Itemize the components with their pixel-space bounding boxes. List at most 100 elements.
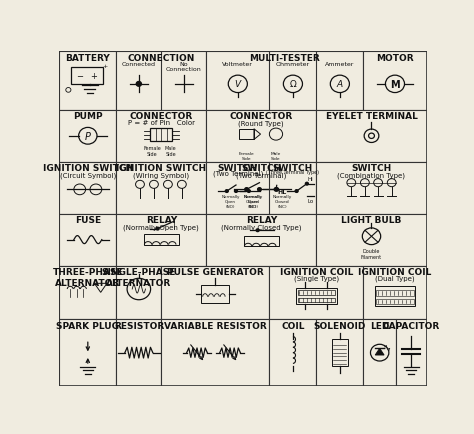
Text: +: + (102, 64, 107, 69)
Text: RELAY: RELAY (246, 216, 277, 225)
Bar (376, 299, 414, 304)
Bar (161, 319, 269, 386)
Bar (59, 266, 117, 319)
Text: (Two Terminal): (Two Terminal) (213, 170, 263, 176)
Text: SPARK PLUG: SPARK PLUG (56, 321, 119, 330)
Text: Ω: Ω (290, 80, 296, 89)
Text: CONNECTOR: CONNECTOR (230, 112, 293, 121)
Bar (364, 52, 427, 111)
Bar (206, 162, 316, 214)
Text: SWITCH: SWITCH (273, 164, 313, 173)
Text: (Combination Type): (Combination Type) (337, 172, 405, 178)
Circle shape (136, 82, 141, 87)
Bar (59, 111, 117, 162)
Bar (376, 291, 414, 296)
Text: Normally
Open
(NO): Normally Open (NO) (221, 195, 240, 208)
Circle shape (258, 188, 261, 191)
Circle shape (305, 183, 309, 186)
Text: −: − (76, 72, 83, 81)
Text: MULTI-TESTER: MULTI-TESTER (249, 54, 320, 63)
Text: M: M (390, 80, 400, 90)
Text: Ohmmeter: Ohmmeter (276, 62, 310, 66)
Circle shape (275, 188, 279, 191)
Bar (375, 287, 415, 306)
Text: P = # of Pin   Color: P = # of Pin Color (128, 120, 195, 126)
Circle shape (245, 188, 248, 191)
Circle shape (295, 190, 298, 193)
Text: FUSE: FUSE (75, 216, 101, 225)
Circle shape (235, 190, 237, 193)
Text: CONNECTION: CONNECTION (128, 54, 195, 63)
Bar (117, 162, 206, 214)
Text: Ammeter: Ammeter (325, 62, 355, 66)
Bar (269, 266, 364, 319)
Bar (364, 319, 396, 386)
Bar (316, 111, 427, 162)
Text: COIL: COIL (281, 321, 305, 330)
Text: Male
Side: Male Side (164, 145, 176, 156)
Bar (396, 319, 427, 386)
Text: SWITCH: SWITCH (218, 164, 258, 173)
Bar (364, 266, 427, 319)
Circle shape (274, 188, 278, 191)
Circle shape (225, 190, 228, 193)
Text: (Dual Type): (Dual Type) (375, 275, 415, 282)
Text: Lo: Lo (308, 198, 314, 203)
Bar (316, 162, 427, 214)
Text: Double
Filament: Double Filament (361, 248, 382, 259)
Bar (59, 214, 117, 266)
Bar (117, 319, 161, 386)
Bar (59, 52, 117, 111)
Text: A: A (337, 80, 343, 89)
Bar (59, 319, 117, 386)
Text: (Single Type): (Single Type) (294, 275, 339, 282)
Bar (206, 52, 364, 111)
Text: SWITCH: SWITCH (351, 164, 392, 173)
Bar (239, 130, 254, 140)
Text: P: P (85, 132, 91, 141)
Circle shape (247, 190, 250, 193)
Bar (59, 162, 117, 214)
Text: Voltmeter: Voltmeter (222, 62, 253, 66)
Circle shape (156, 228, 159, 230)
Text: IGNITION SWITCH: IGNITION SWITCH (43, 164, 133, 173)
Text: (Round Type): (Round Type) (238, 120, 284, 126)
Bar (269, 319, 316, 386)
Bar (206, 111, 316, 162)
Text: IGNITION COIL: IGNITION COIL (280, 268, 353, 276)
Text: Female
Side: Female Side (143, 145, 161, 156)
Bar (244, 236, 279, 247)
Text: IGNITION SWITCH: IGNITION SWITCH (116, 164, 206, 173)
Text: LED: LED (370, 321, 389, 330)
Text: No
Connection: No Connection (166, 62, 201, 72)
Text: CAPACITOR: CAPACITOR (383, 321, 440, 330)
Text: (Three Terminal Type): (Three Terminal Type) (266, 170, 319, 175)
Bar (117, 111, 206, 162)
Bar (117, 52, 206, 111)
Bar (71, 68, 102, 85)
Text: Male
Side: Male Side (271, 152, 281, 160)
Bar (144, 234, 179, 245)
Text: RESISTOR: RESISTOR (114, 321, 164, 330)
Text: SOLENOID: SOLENOID (314, 321, 366, 330)
Text: Connected: Connected (122, 62, 156, 66)
Bar (296, 288, 337, 304)
Circle shape (74, 184, 86, 195)
Bar (332, 339, 348, 366)
Text: (Wiring Symbol): (Wiring Symbol) (133, 172, 189, 178)
Bar (298, 291, 335, 296)
Text: SINGLE-PHASE
ALTERNATOR: SINGLE-PHASE ALTERNATOR (101, 268, 176, 287)
Text: Normally
Open
(NO): Normally Open (NO) (244, 195, 263, 208)
Text: PUMP: PUMP (73, 112, 103, 121)
Text: MOTOR: MOTOR (376, 54, 414, 63)
Text: (Two Terminal): (Two Terminal) (236, 172, 286, 178)
Text: (Circuit Symbol): (Circuit Symbol) (60, 172, 116, 178)
Text: HL: HL (277, 189, 286, 194)
Bar (316, 319, 364, 386)
Text: EYELET TERMINAL: EYELET TERMINAL (326, 112, 418, 121)
Text: V: V (235, 80, 241, 89)
Bar (161, 266, 269, 319)
Bar (150, 129, 173, 142)
Text: PULSE GENERATOR: PULSE GENERATOR (167, 268, 264, 276)
Text: THREE-PHASE
ALTERNATOR: THREE-PHASE ALTERNATOR (53, 268, 123, 287)
